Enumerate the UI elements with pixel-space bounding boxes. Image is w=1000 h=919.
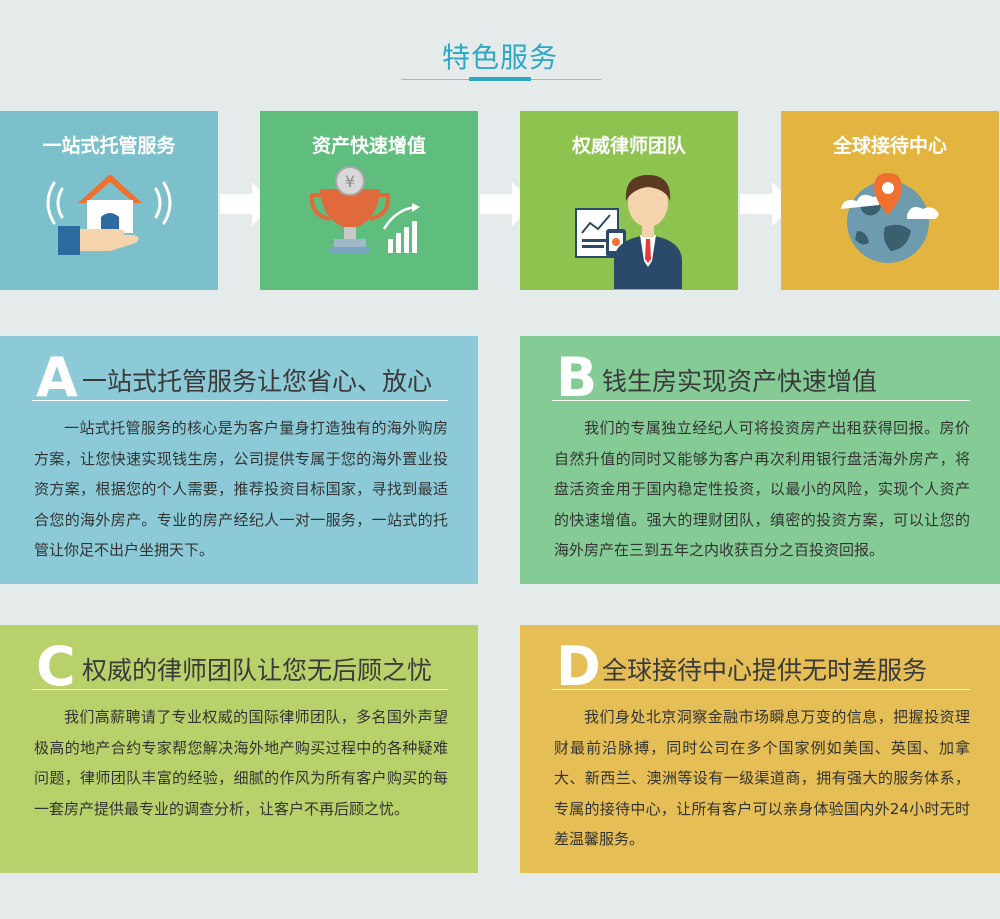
feature-card-hosting[interactable]: 一站式托管服务 [0,111,218,290]
section-panel-d: D 全球接待中心提供无时差服务 我们身处北京洞察金融市场瞬息万变的信息，把握投资… [520,625,1000,873]
globe-pin-icon [841,173,939,263]
svg-text:B: B [556,346,597,402]
feature-card-label: 一站式托管服务 [42,135,176,157]
feature-card-growth[interactable]: 资产快速增值 ¥ [260,111,478,290]
svg-text:D: D [556,635,598,691]
svg-text:A: A [36,346,78,402]
lawyer-icon [575,175,682,289]
section-panel-a: A 一站式托管服务让您省心、放心 一站式托管服务的核心是为客户量身打造独有的海外… [0,336,478,584]
arrow-right-icon [740,182,794,226]
heading-divider [552,689,970,690]
svg-text:¥: ¥ [345,172,355,191]
letter-a-glyph: A [36,346,78,402]
svg-text:C: C [36,635,76,691]
section-body: 一站式托管服务的核心是为客户量身打造独有的海外购房方案，让您快速实现钱生房，公司… [34,419,448,559]
feature-card-lawyer[interactable]: 权威律师团队 [520,111,738,290]
section-body: 我们的专属独立经纪人可将投资房产出租获得回报。房价自然升值的同时又能够为客户再次… [554,419,970,559]
heading-divider [32,689,448,690]
section-heading: 钱生房实现资产快速增值 [602,367,878,396]
letter-b-glyph: B [556,346,597,402]
heading-divider [32,400,448,401]
feature-card-label: 资产快速增值 [311,135,426,157]
letter-d-glyph: D [556,635,598,691]
section-heading: 权威的律师团队让您无后顾之忧 [82,656,433,685]
section-panel-b: B 钱生房实现资产快速增值 我们的专属独立经纪人可将投资房产出租获得回报。房价自… [520,336,1000,584]
trophy-growth-icon: ¥ [309,166,420,254]
section-title: 特色服务 [441,41,558,74]
letter-c-glyph: C [36,635,76,691]
feature-card-label: 全球接待中心 [832,135,947,157]
section-body: 我们身处北京洞察金融市场瞬息万变的信息，把握投资理财最前沿脉搏，同时公司在多个国… [554,708,970,848]
section-heading: 一站式托管服务让您省心、放心 [82,367,433,396]
feature-card-global[interactable]: 全球接待中心 [781,111,999,290]
house-hand-icon [46,174,172,255]
section-body: 我们高薪聘请了专业权威的国际律师团队，多名国外声望极高的地产合约专家帮您解决海外… [34,708,448,818]
heading-divider [552,400,970,401]
title-accent-bar [469,77,531,81]
section-panel-c: C 权威的律师团队让您无后顾之忧 我们高薪聘请了专业权威的国际律师团队，多名国外… [0,625,478,873]
feature-card-label: 权威律师团队 [571,135,686,157]
section-heading: 全球接待中心提供无时差服务 [602,656,928,685]
